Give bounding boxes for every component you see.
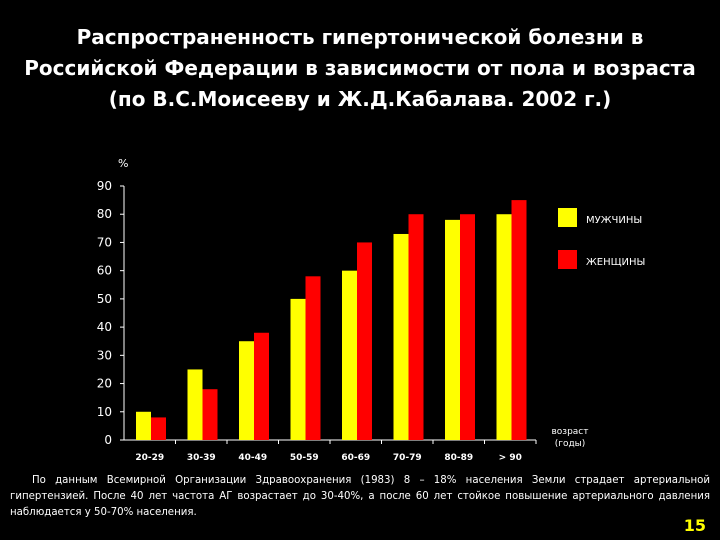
bar-men-8 [496,214,512,440]
x-tick-label: 80-89 [444,453,473,463]
x-tick-label: 30-39 [187,453,216,463]
page-number: 15 [683,516,706,535]
y-tick-label: 80 [97,207,112,221]
bar-men-7 [445,219,460,440]
bar-women-5 [357,242,372,440]
legend-swatch-1 [558,208,577,227]
bar-women-7 [460,214,475,440]
y-tick-label: 70 [97,235,112,249]
bar-men-5 [342,270,357,440]
x-tick-label: 50-59 [290,453,319,463]
x-tick-label: 60-69 [341,453,370,463]
x-tick-label: 40-49 [238,453,267,463]
y-tick-label: 40 [97,320,112,334]
x-tick-label: 70-79 [393,453,422,463]
bar-women-4 [305,276,321,440]
y-tick-label: 10 [97,405,112,419]
legend-label-1: МУЖЧИНЫ [586,215,642,226]
footnote-text: По данным Всемирной Организации Здравоох… [10,475,710,518]
bar-men-3 [239,341,254,440]
x-axis-label-line-1: возраст [551,427,588,437]
bar-women-3 [254,332,269,440]
bar-women-8 [511,200,527,440]
bar-men-2 [187,369,203,440]
bar-men-1 [136,411,151,440]
x-tick-label: 20-29 [135,453,164,463]
legend-label-2: ЖЕНЩИНЫ [586,257,645,268]
bar-women-2 [202,389,218,440]
slide-title: Распространенность гипертонической болез… [24,25,696,111]
bar-men-4 [290,298,306,440]
y-tick-label: 0 [104,433,112,447]
bar-women-6 [408,214,424,440]
y-tick-label: 60 [97,264,112,278]
bar-women-1 [151,417,166,440]
y-axis-label: % [118,157,128,170]
bar-men-6 [393,233,409,440]
x-axis-label-line-2: (годы) [555,439,586,449]
y-tick-label: 50 [97,292,112,306]
x-tick-label: > 90 [499,453,522,463]
y-tick-label: 30 [97,348,112,362]
y-tick-label: 20 [97,377,112,391]
bar-chart: % 0 10 20 30 40 50 60 70 80 90 20-29 30-39 40-49 50-59… [97,157,646,463]
y-tick-label: 90 [97,179,112,193]
legend-swatch-2 [558,250,577,269]
